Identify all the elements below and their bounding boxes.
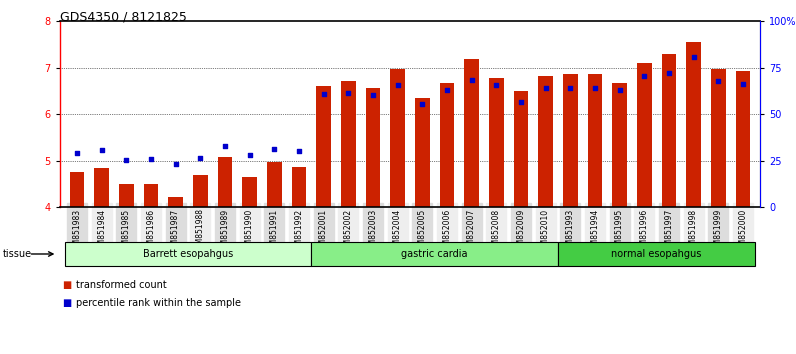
Bar <box>341 81 356 207</box>
Bar <box>538 76 553 207</box>
Point <box>244 152 256 158</box>
Text: transformed count: transformed count <box>76 280 166 290</box>
Point <box>416 101 428 107</box>
Point <box>318 91 330 97</box>
Point <box>440 87 453 93</box>
Point <box>736 81 749 87</box>
Text: tissue: tissue <box>2 249 32 259</box>
Point <box>120 157 133 162</box>
Bar <box>316 86 331 207</box>
Bar <box>587 74 603 207</box>
Bar <box>365 88 380 207</box>
Text: ■: ■ <box>62 280 72 290</box>
Text: ■: ■ <box>62 298 72 308</box>
Point <box>712 78 724 84</box>
Bar <box>168 197 183 207</box>
Bar <box>711 69 726 207</box>
Point <box>514 99 527 104</box>
Point <box>145 156 158 162</box>
Point <box>342 90 355 96</box>
Point <box>613 87 626 93</box>
Bar <box>267 162 282 207</box>
Bar <box>439 82 455 207</box>
Point <box>490 82 502 88</box>
Bar <box>558 242 755 266</box>
Point <box>465 78 478 83</box>
Bar <box>489 78 504 207</box>
Point <box>687 55 700 60</box>
Bar <box>415 98 430 207</box>
Point <box>588 85 601 91</box>
Point <box>194 155 207 161</box>
Text: normal esopahgus: normal esopahgus <box>611 249 702 259</box>
Bar <box>390 69 405 207</box>
Bar <box>94 167 109 207</box>
Bar <box>119 184 134 207</box>
Point <box>638 73 650 79</box>
Point <box>71 150 84 155</box>
Bar <box>242 177 257 207</box>
Bar <box>637 63 652 207</box>
Text: Barrett esopahgus: Barrett esopahgus <box>142 249 233 259</box>
Text: gastric cardia: gastric cardia <box>401 249 468 259</box>
Bar <box>563 74 578 207</box>
Point <box>564 85 576 91</box>
Bar <box>64 242 311 266</box>
Point <box>268 146 281 152</box>
Bar <box>217 158 232 207</box>
Bar <box>69 172 84 207</box>
Point <box>293 148 306 154</box>
Bar <box>311 242 558 266</box>
Point <box>170 161 182 167</box>
Text: percentile rank within the sample: percentile rank within the sample <box>76 298 240 308</box>
Point <box>662 70 675 76</box>
Bar <box>193 175 208 207</box>
Point <box>367 92 380 97</box>
Bar <box>736 71 751 207</box>
Point <box>219 143 232 149</box>
Point <box>539 85 552 91</box>
Bar <box>143 184 158 207</box>
Bar <box>291 167 306 207</box>
Bar <box>612 82 627 207</box>
Bar <box>686 42 701 207</box>
Point <box>392 82 404 88</box>
Point <box>96 147 108 153</box>
Bar <box>661 54 677 207</box>
Bar <box>464 59 479 207</box>
Bar <box>513 91 529 207</box>
Text: GDS4350 / 8121825: GDS4350 / 8121825 <box>60 11 186 24</box>
